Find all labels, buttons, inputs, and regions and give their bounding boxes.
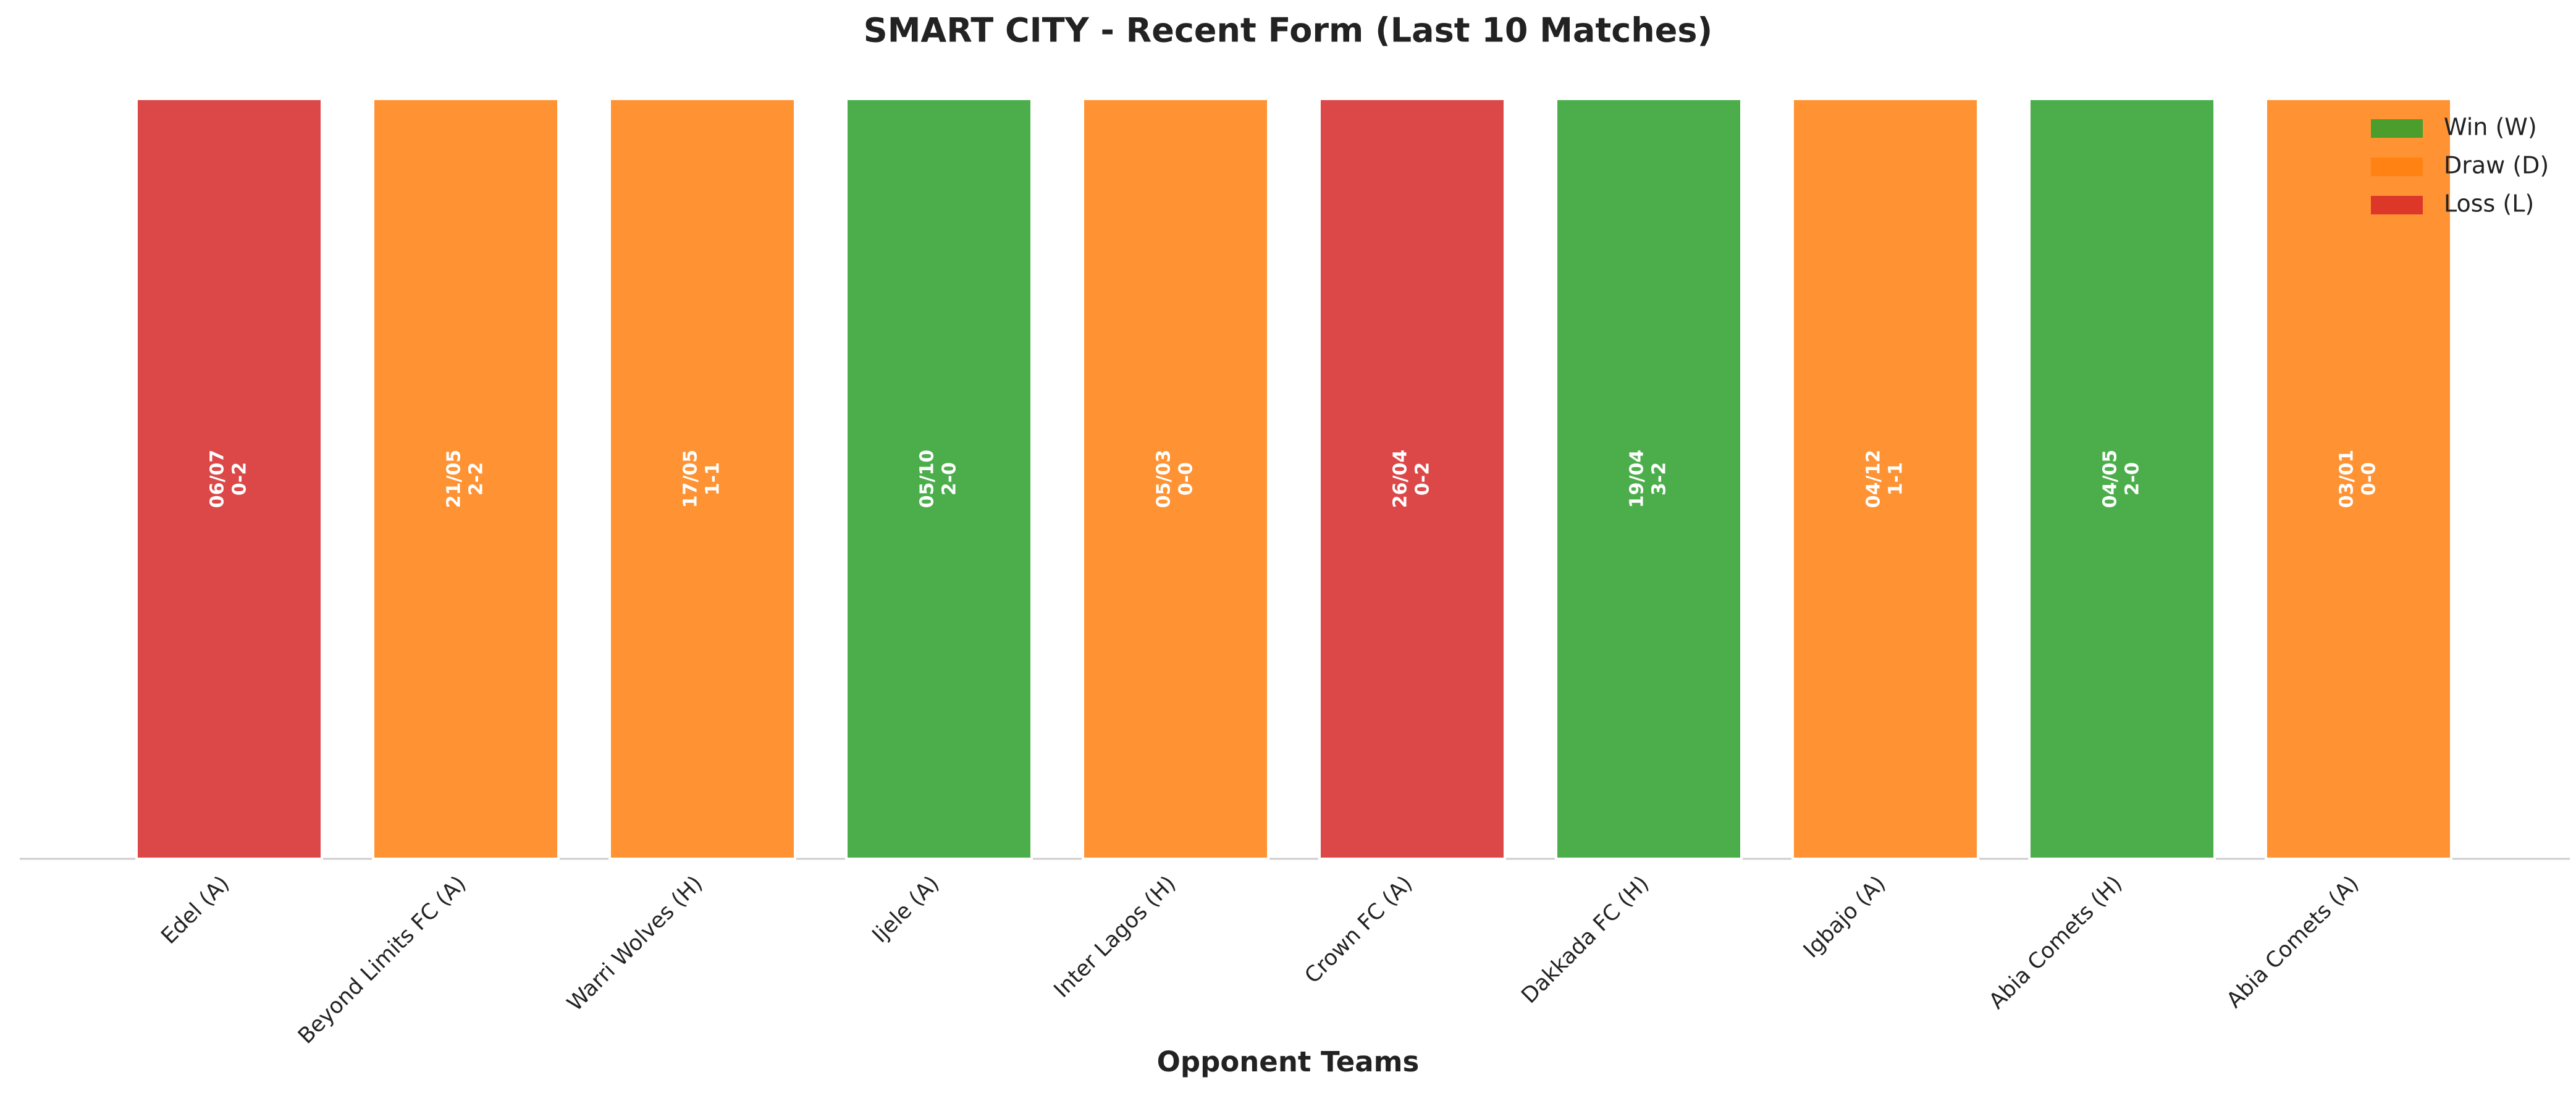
legend-label: Loss (L) [2444, 190, 2534, 217]
match-date: 04/12 [1863, 450, 1885, 508]
match-date: 21/05 [444, 450, 465, 508]
legend-swatch [2371, 158, 2423, 176]
match-date: 03/01 [2336, 450, 2358, 508]
bar [1082, 98, 1269, 860]
match-score: 1-1 [702, 462, 724, 496]
match-date: 19/04 [1627, 450, 1648, 508]
legend-label: Draw (D) [2444, 152, 2549, 179]
bar-label: 04/05 2-0 [2100, 450, 2144, 508]
match-date: 04/05 [2100, 450, 2121, 508]
bar-label: 03/01 0-0 [2336, 450, 2380, 508]
legend-label: Win (W) [2444, 114, 2537, 141]
match-score: 2-0 [939, 462, 961, 496]
match-date: 26/04 [1390, 450, 1412, 508]
bar-label: 06/07 0-2 [207, 450, 251, 508]
x-axis-label: Opponent Teams [1157, 1045, 1420, 1078]
legend-swatch [2371, 119, 2423, 138]
bar [372, 98, 560, 860]
match-score: 0-2 [1412, 462, 1434, 496]
bar [2028, 98, 2216, 860]
match-score: 0-0 [2359, 462, 2380, 496]
match-score: 0-2 [229, 462, 251, 496]
bar [135, 98, 323, 860]
chart-title: SMART CITY - Recent Form (Last 10 Matche… [864, 11, 1712, 50]
bar-label: 17/05 1-1 [680, 450, 724, 508]
match-score: 2-2 [466, 462, 487, 496]
legend-swatch [2371, 196, 2423, 214]
bar [845, 98, 1033, 860]
bar-label: 21/05 2-2 [444, 450, 487, 508]
bar [1318, 98, 1506, 860]
bar-label: 26/04 0-2 [1390, 450, 1434, 508]
match-score: 2-0 [2122, 462, 2144, 496]
bar [608, 98, 796, 860]
match-date: 05/10 [917, 450, 938, 508]
bar [2265, 98, 2452, 860]
bar [1791, 98, 1979, 860]
match-score: 1-1 [1885, 462, 1907, 496]
match-date: 06/07 [207, 450, 229, 508]
match-date: 05/03 [1153, 450, 1175, 508]
bar [1555, 98, 1743, 860]
match-score: 3-2 [1649, 462, 1670, 496]
bar-label: 05/10 2-0 [917, 450, 961, 508]
match-score: 0-0 [1176, 462, 1197, 496]
match-date: 17/05 [680, 450, 702, 508]
bar-label: 04/12 1-1 [1863, 450, 1907, 508]
bar-label: 19/04 3-2 [1627, 450, 1670, 508]
bar-label: 05/03 0-0 [1153, 450, 1197, 508]
